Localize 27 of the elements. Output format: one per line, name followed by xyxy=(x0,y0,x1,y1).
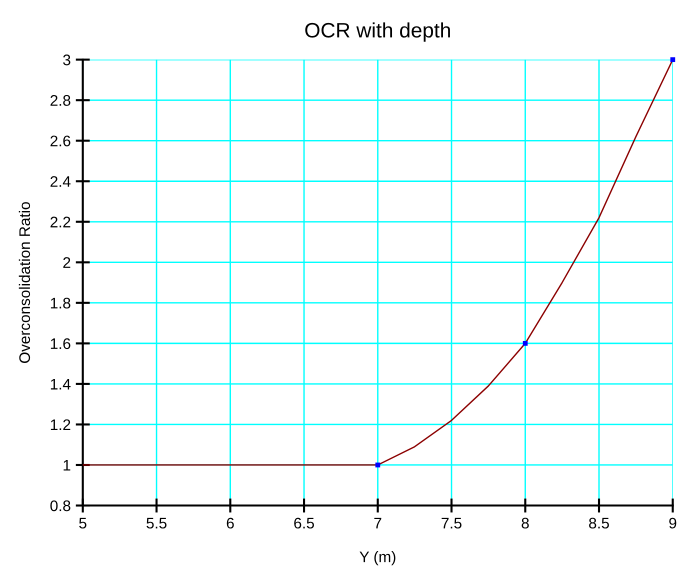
x-tick-label: 5.5 xyxy=(146,518,167,529)
y-tick-label: 1.4 xyxy=(50,378,71,390)
y-tick-label: 1.2 xyxy=(50,419,70,430)
y-tick-label: 1 xyxy=(64,460,70,471)
x-tick-label: 9 xyxy=(669,518,676,529)
x-axis-title: Y (m) xyxy=(360,551,396,566)
x-tick-label: 5 xyxy=(79,518,86,529)
y-tick-label: 2.8 xyxy=(50,95,70,106)
x-tick-label: 7.5 xyxy=(442,518,462,529)
point xyxy=(375,462,380,468)
y-tick-label: 2.2 xyxy=(50,216,70,228)
point xyxy=(522,340,528,346)
y-axis-title: Overconsolidation Ratio xyxy=(18,202,30,363)
y-tick-label: 1.6 xyxy=(50,338,70,350)
y-tick-label: 2.4 xyxy=(50,176,71,187)
y-tick-label: 2.6 xyxy=(50,136,70,146)
x-tick-label: 8 xyxy=(522,518,529,529)
point xyxy=(670,57,676,62)
x-tick-label: 8.5 xyxy=(589,518,609,529)
y-tick-label: 1.8 xyxy=(50,298,70,309)
chart-title: OCR with depth xyxy=(305,22,450,42)
y-tick-label: 0.8 xyxy=(50,500,70,512)
x-tick-label: 7 xyxy=(374,518,382,528)
x-tick-label: 6.5 xyxy=(294,518,314,529)
x-tick-label: 6 xyxy=(226,518,234,529)
y-tick-label: 3 xyxy=(63,54,70,66)
y-tick-label: 2 xyxy=(63,257,70,268)
